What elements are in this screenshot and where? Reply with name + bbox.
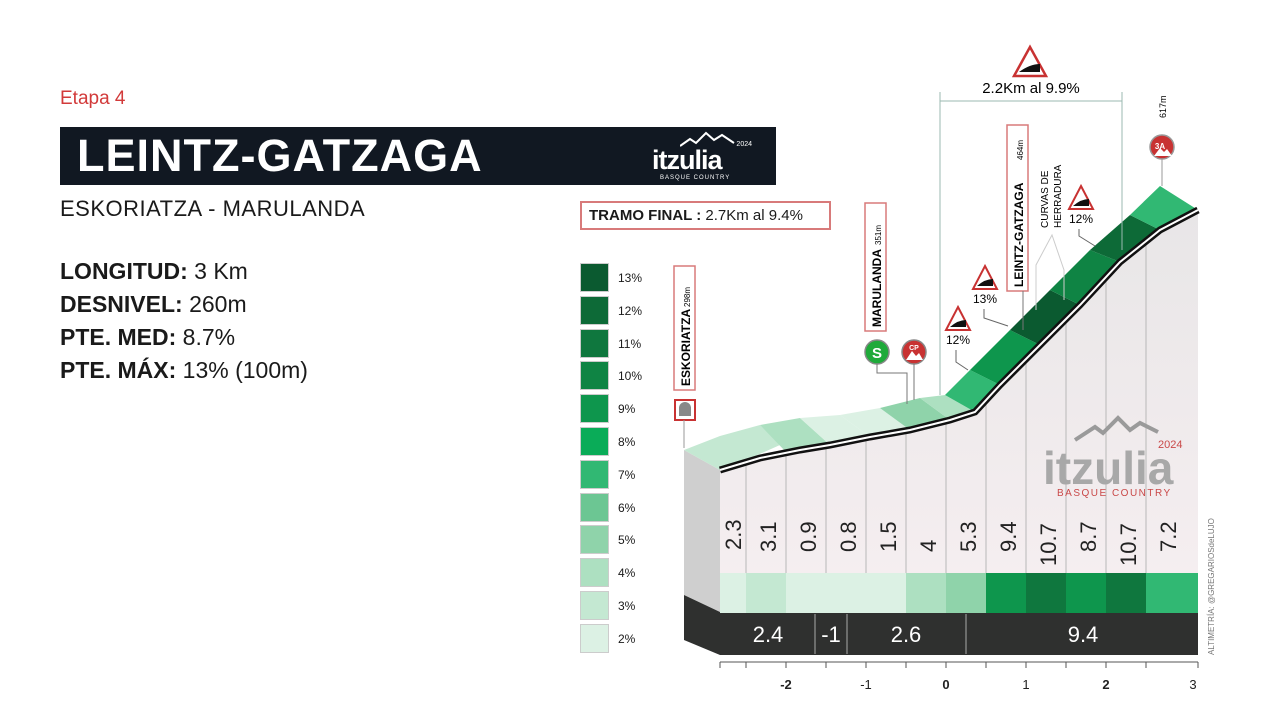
- svg-text:2: 2: [1102, 677, 1109, 692]
- svg-text:-1: -1: [860, 677, 872, 692]
- page-title: LEINTZ-GATZAGA: [77, 130, 483, 181]
- svg-text:617m: 617m: [1158, 95, 1168, 118]
- svg-text:13%: 13%: [973, 292, 997, 306]
- svg-text:7.2: 7.2: [1156, 521, 1181, 552]
- stat-elevation: DESNIVEL: 260m: [60, 291, 247, 317]
- svg-text:LEINTZ-GATZAGA: LEINTZ-GATZAGA: [1012, 182, 1026, 287]
- svg-text:1.5: 1.5: [876, 521, 901, 552]
- svg-text:2.4: 2.4: [753, 622, 784, 647]
- segment-gradients: 2.3 3.1 0.9 0.8 1.5 4 5.3 9.4 10.7 8.7 1…: [721, 519, 1181, 566]
- svg-text:0.9: 0.9: [796, 521, 821, 552]
- logo-tagline: BASQUE COUNTRY: [660, 175, 731, 181]
- title-bar: LEINTZ-GATZAGA itzulia 2024 BASQUE COUNT…: [60, 127, 776, 185]
- svg-text:12%: 12%: [946, 333, 970, 347]
- stats-block: LONGITUD: 3 Km DESNIVEL: 260m PTE. MED: …: [60, 255, 308, 387]
- svg-text:itzulia: itzulia: [1043, 442, 1174, 494]
- credit-text: ALTIMETRÍA: @GREGARIOSdeLUJO: [1207, 518, 1216, 655]
- stat-avg-gradient: PTE. MED: 8.7%: [60, 324, 236, 350]
- svg-text:8.7: 8.7: [1076, 521, 1101, 552]
- svg-text:4: 4: [916, 540, 941, 552]
- profile-side-face: [684, 450, 720, 612]
- svg-text:351m: 351m: [874, 225, 883, 245]
- svg-text:2024: 2024: [1158, 439, 1182, 451]
- profile-wall: [720, 210, 1198, 575]
- svg-text:ESKORIATZA: ESKORIATZA: [679, 309, 693, 386]
- grade-sign-12b: 12%: [1067, 183, 1096, 247]
- svg-text:12%: 12%: [1069, 212, 1093, 226]
- svg-text:9.4: 9.4: [996, 521, 1021, 552]
- svg-text:-2: -2: [780, 677, 792, 692]
- marker-leintz-gatzaga: LEINTZ-GATZAGA 464m: [1006, 124, 1029, 330]
- logo-year: 2024: [736, 141, 752, 148]
- marker-marulanda: MARULANDA 351m S CP: [864, 202, 927, 404]
- svg-text:464m: 464m: [1016, 140, 1025, 160]
- svg-text:MARULANDA: MARULANDA: [870, 249, 884, 327]
- grade-sign-13: 13%: [971, 263, 1009, 327]
- mountain-logo-icon: [680, 131, 735, 147]
- x-axis: [719, 661, 1199, 668]
- svg-text:10.7: 10.7: [1116, 523, 1141, 566]
- x-tick-labels: -2 -1 0 1 2 3: [780, 677, 1196, 692]
- climb-bracket-label: 2.2Km al 9.9%: [982, 80, 1080, 97]
- tramo-final-box: TRAMO FINAL : 2.7Km al 9.4%: [580, 201, 831, 230]
- svg-text:3A: 3A: [1155, 142, 1165, 151]
- stat-length: LONGITUD: 3 Km: [60, 258, 248, 284]
- svg-text:0.8: 0.8: [836, 521, 861, 552]
- summit-marker: 617m 3A: [1149, 95, 1175, 186]
- svg-text:CURVAS DE: CURVAS DE: [1040, 170, 1051, 228]
- svg-text:3: 3: [1189, 677, 1196, 692]
- svg-text:BASQUE COUNTRY: BASQUE COUNTRY: [1057, 488, 1172, 499]
- subtitle: ESKORIATZA - MARULANDA: [60, 196, 366, 221]
- itzulia-logo: itzulia 2024 BASQUE COUNTRY: [652, 131, 752, 181]
- svg-text:HERRADURA: HERRADURA: [1053, 164, 1064, 228]
- svg-text:2.6: 2.6: [891, 622, 922, 647]
- stat-max-gradient: PTE. MÁX: 13% (100m): [60, 357, 308, 383]
- svg-text:10.7: 10.7: [1036, 523, 1061, 566]
- svg-text:2.3: 2.3: [721, 519, 746, 550]
- marker-eskoriatza: ESKORIATZA 298m: [673, 265, 696, 448]
- svg-text:298m: 298m: [683, 287, 692, 307]
- svg-text:0: 0: [942, 677, 949, 692]
- svg-text:S: S: [872, 345, 882, 362]
- section-average-band: [720, 613, 1198, 655]
- curvas-label: CURVAS DE HERRADURA: [1035, 164, 1065, 310]
- stage-label: Etapa 4: [60, 88, 126, 109]
- profile-side-base: [684, 595, 720, 655]
- svg-text:CP: CP: [909, 345, 919, 352]
- logo-word: itzulia: [652, 145, 723, 175]
- svg-text:3.1: 3.1: [756, 521, 781, 552]
- gradient-color-band: [720, 573, 1198, 613]
- svg-text:-1: -1: [821, 622, 841, 647]
- profile-surface: [684, 186, 1198, 470]
- svg-text:9.4: 9.4: [1068, 622, 1099, 647]
- checkpoint-icon: [901, 339, 927, 365]
- section-averages: 2.4 -1 2.6 9.4: [753, 622, 1099, 647]
- svg-text:1: 1: [1022, 677, 1029, 692]
- itzulia-watermark: itzulia 2024 BASQUE COUNTRY: [1043, 415, 1182, 499]
- grade-sign-12a: 12%: [944, 304, 972, 371]
- svg-text:5.3: 5.3: [956, 521, 981, 552]
